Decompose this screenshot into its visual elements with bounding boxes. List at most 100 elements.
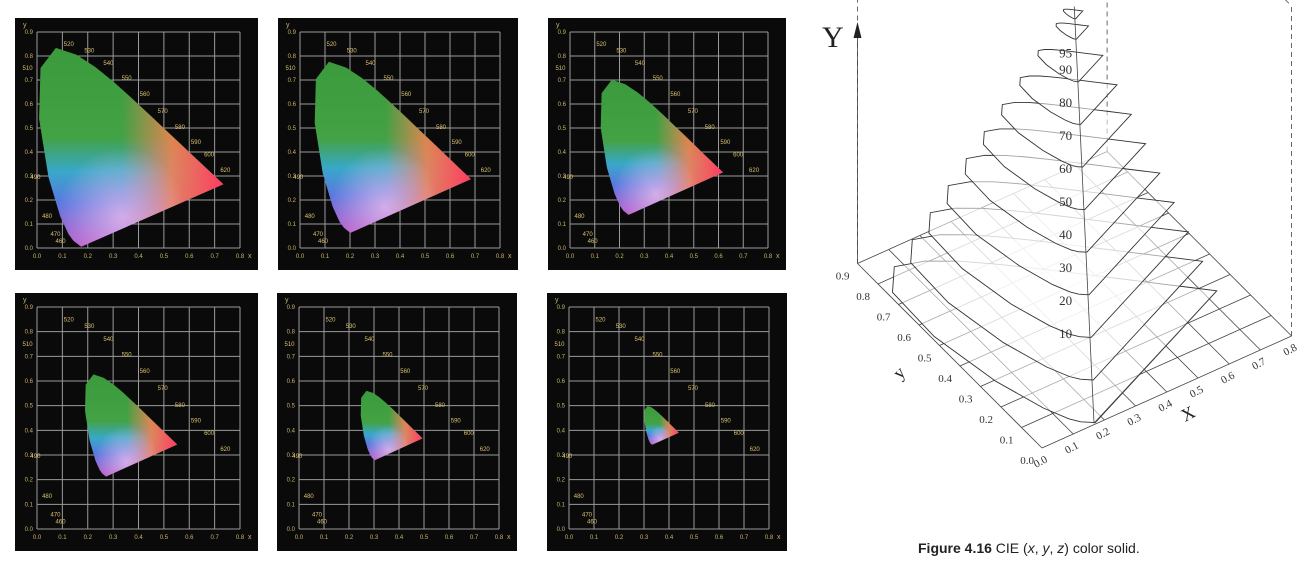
y-tick-label: 0.8 xyxy=(25,330,34,336)
spine xyxy=(1073,6,1095,424)
wavelength-label: 590 xyxy=(191,140,202,146)
wavelength-label: 470 xyxy=(313,232,324,238)
x-tick-label: 0.3 xyxy=(371,254,380,260)
y-axis-label: y xyxy=(286,22,290,29)
y-tick-label: 0.9 xyxy=(25,30,34,36)
x-tick-label: 0.4 xyxy=(396,254,405,260)
wavelength-label: 570 xyxy=(419,109,430,115)
wavelength-label: 600 xyxy=(465,152,476,158)
y-tick-label: 0.5 xyxy=(918,353,932,365)
x-tick-label: 0.2 xyxy=(84,254,93,260)
level-label: 70 xyxy=(1059,128,1072,143)
y-tick-label: 0.6 xyxy=(558,102,567,108)
wavelength-label: 570 xyxy=(158,109,169,115)
gamut xyxy=(85,374,178,477)
x-tick-label: 0.6 xyxy=(445,535,454,541)
gamut xyxy=(600,79,723,215)
wavelength-label: 480 xyxy=(574,494,585,500)
y-tick-label: 0.0 xyxy=(25,246,34,252)
x-tick-label: 0.8 xyxy=(496,254,505,260)
x-tick-label: 0.0 xyxy=(296,254,305,260)
x-tick-label: 0.8 xyxy=(236,254,245,260)
y-tick-label: 0.3 xyxy=(288,174,297,180)
wavelength-label: 480 xyxy=(304,494,315,500)
x-tick-label: 0.6 xyxy=(1219,369,1237,386)
x-tick-label: 0.5 xyxy=(420,535,429,541)
x-tick-label: 0.5 xyxy=(160,254,169,260)
contour xyxy=(1019,75,1118,125)
y-tick-label: 0.5 xyxy=(25,126,34,132)
y-tick-label: 0.7 xyxy=(25,354,34,360)
chromaticity-panel: 0.0 0.1 0.2 0.3 0.4 0.5 0.6 0.7 0.8 0.0 0.1 0.2 0.3 0… xyxy=(548,18,786,270)
y-axis-label: y xyxy=(556,22,560,29)
wavelength-label: 590 xyxy=(451,418,462,424)
wavelength-label: 530 xyxy=(84,324,95,330)
y-tick-label: 0.3 xyxy=(25,453,34,459)
y-tick-label: 0.8 xyxy=(25,54,34,60)
x-tick-label: 0.0 xyxy=(565,535,574,541)
y-tick-label: 0.1 xyxy=(557,502,566,508)
y-tick-label: 0.9 xyxy=(25,305,34,311)
x-tick-label: 0.0 xyxy=(1032,453,1050,470)
x-tick-label: 0.2 xyxy=(615,535,624,541)
chromaticity-panel: 0.0 0.1 0.2 0.3 0.4 0.5 0.6 0.7 0.8 0.0 0.1 0.2 0.3 0… xyxy=(278,18,518,270)
x-tick-label: 0.0 xyxy=(33,535,42,541)
x-tick-label: 0.8 xyxy=(765,535,774,541)
x-tick-label: 0.8 xyxy=(764,254,773,260)
wavelength-label: 550 xyxy=(653,352,664,358)
x-tick-label: 0.5 xyxy=(690,535,699,541)
wavelength-label: 600 xyxy=(733,152,744,158)
wavelength-label: 540 xyxy=(103,337,114,343)
axis-arrow xyxy=(853,22,862,38)
y-tick-label: 0.1 xyxy=(287,502,296,508)
x-tick-label: 0.2 xyxy=(346,254,355,260)
x-axis-label: x xyxy=(776,253,780,260)
wavelength-label: 560 xyxy=(140,369,151,375)
y-tick-label: 0.2 xyxy=(25,478,34,484)
x-tick-label: 0.2 xyxy=(84,535,93,541)
x-tick-label: 0.8 xyxy=(495,535,504,541)
y-tick-label: 0.9 xyxy=(557,305,566,311)
y-tick-label: 0.0 xyxy=(25,527,34,533)
y-tick-label: 0.7 xyxy=(557,354,566,360)
y-tick-label: 0.0 xyxy=(1020,455,1034,467)
color-solid: 0.0 0.1 0.2 0.3 0.4 0.5 0.6 0.7 0.8 0.0 0.1 0.2 0.3 0… xyxy=(822,0,1300,471)
level-label: 20 xyxy=(1059,293,1072,308)
y-tick-label: 0.2 xyxy=(25,198,34,204)
wavelength-label: 460 xyxy=(56,520,67,526)
y-tick-label: 0.3 xyxy=(959,394,973,406)
wavelength-label: 480 xyxy=(42,494,53,500)
y-tick-label: 0.4 xyxy=(288,150,297,156)
wavelength-label: 550 xyxy=(122,352,133,358)
wavelength-label: 490 xyxy=(30,454,41,460)
wavelength-label: 520 xyxy=(596,42,607,48)
y-tick-label: 0.0 xyxy=(287,527,296,533)
y-tick-label: 0.3 xyxy=(557,453,566,459)
y-tick-label: 0.4 xyxy=(287,428,296,434)
x-tick-label: 0.2 xyxy=(615,254,624,260)
wavelength-label: 550 xyxy=(384,76,395,82)
wavelength-label: 460 xyxy=(318,239,329,245)
wavelength-label: 470 xyxy=(50,513,61,519)
caption-text: , xyxy=(1035,540,1043,556)
x-tick-label: 0.4 xyxy=(134,254,143,260)
y-tick-label: 0.4 xyxy=(558,150,567,156)
wavelength-label: 470 xyxy=(583,232,594,238)
wavelength-label: 480 xyxy=(305,214,316,220)
wavelength-label: 600 xyxy=(204,152,215,158)
x-tick-label: 0.7 xyxy=(470,535,479,541)
level-label: 50 xyxy=(1059,194,1072,209)
wavelength-label: 510 xyxy=(555,66,566,72)
wavelength-label: 620 xyxy=(220,447,231,453)
y-axis-label: y xyxy=(23,297,27,304)
caption-text: ) color solid. xyxy=(1064,540,1139,556)
y-tick-label: 0.6 xyxy=(287,379,296,385)
x-tick-label: 0.1 xyxy=(1063,440,1081,457)
wavelength-label: 560 xyxy=(670,369,681,375)
y-tick-label: 0.2 xyxy=(287,478,296,484)
wavelength-label: 490 xyxy=(30,175,41,181)
level-label: 80 xyxy=(1059,95,1072,110)
y-tick-label: 0.6 xyxy=(25,379,34,385)
vertical-axis-label: Y xyxy=(822,21,844,54)
level-label: 90 xyxy=(1059,62,1072,77)
